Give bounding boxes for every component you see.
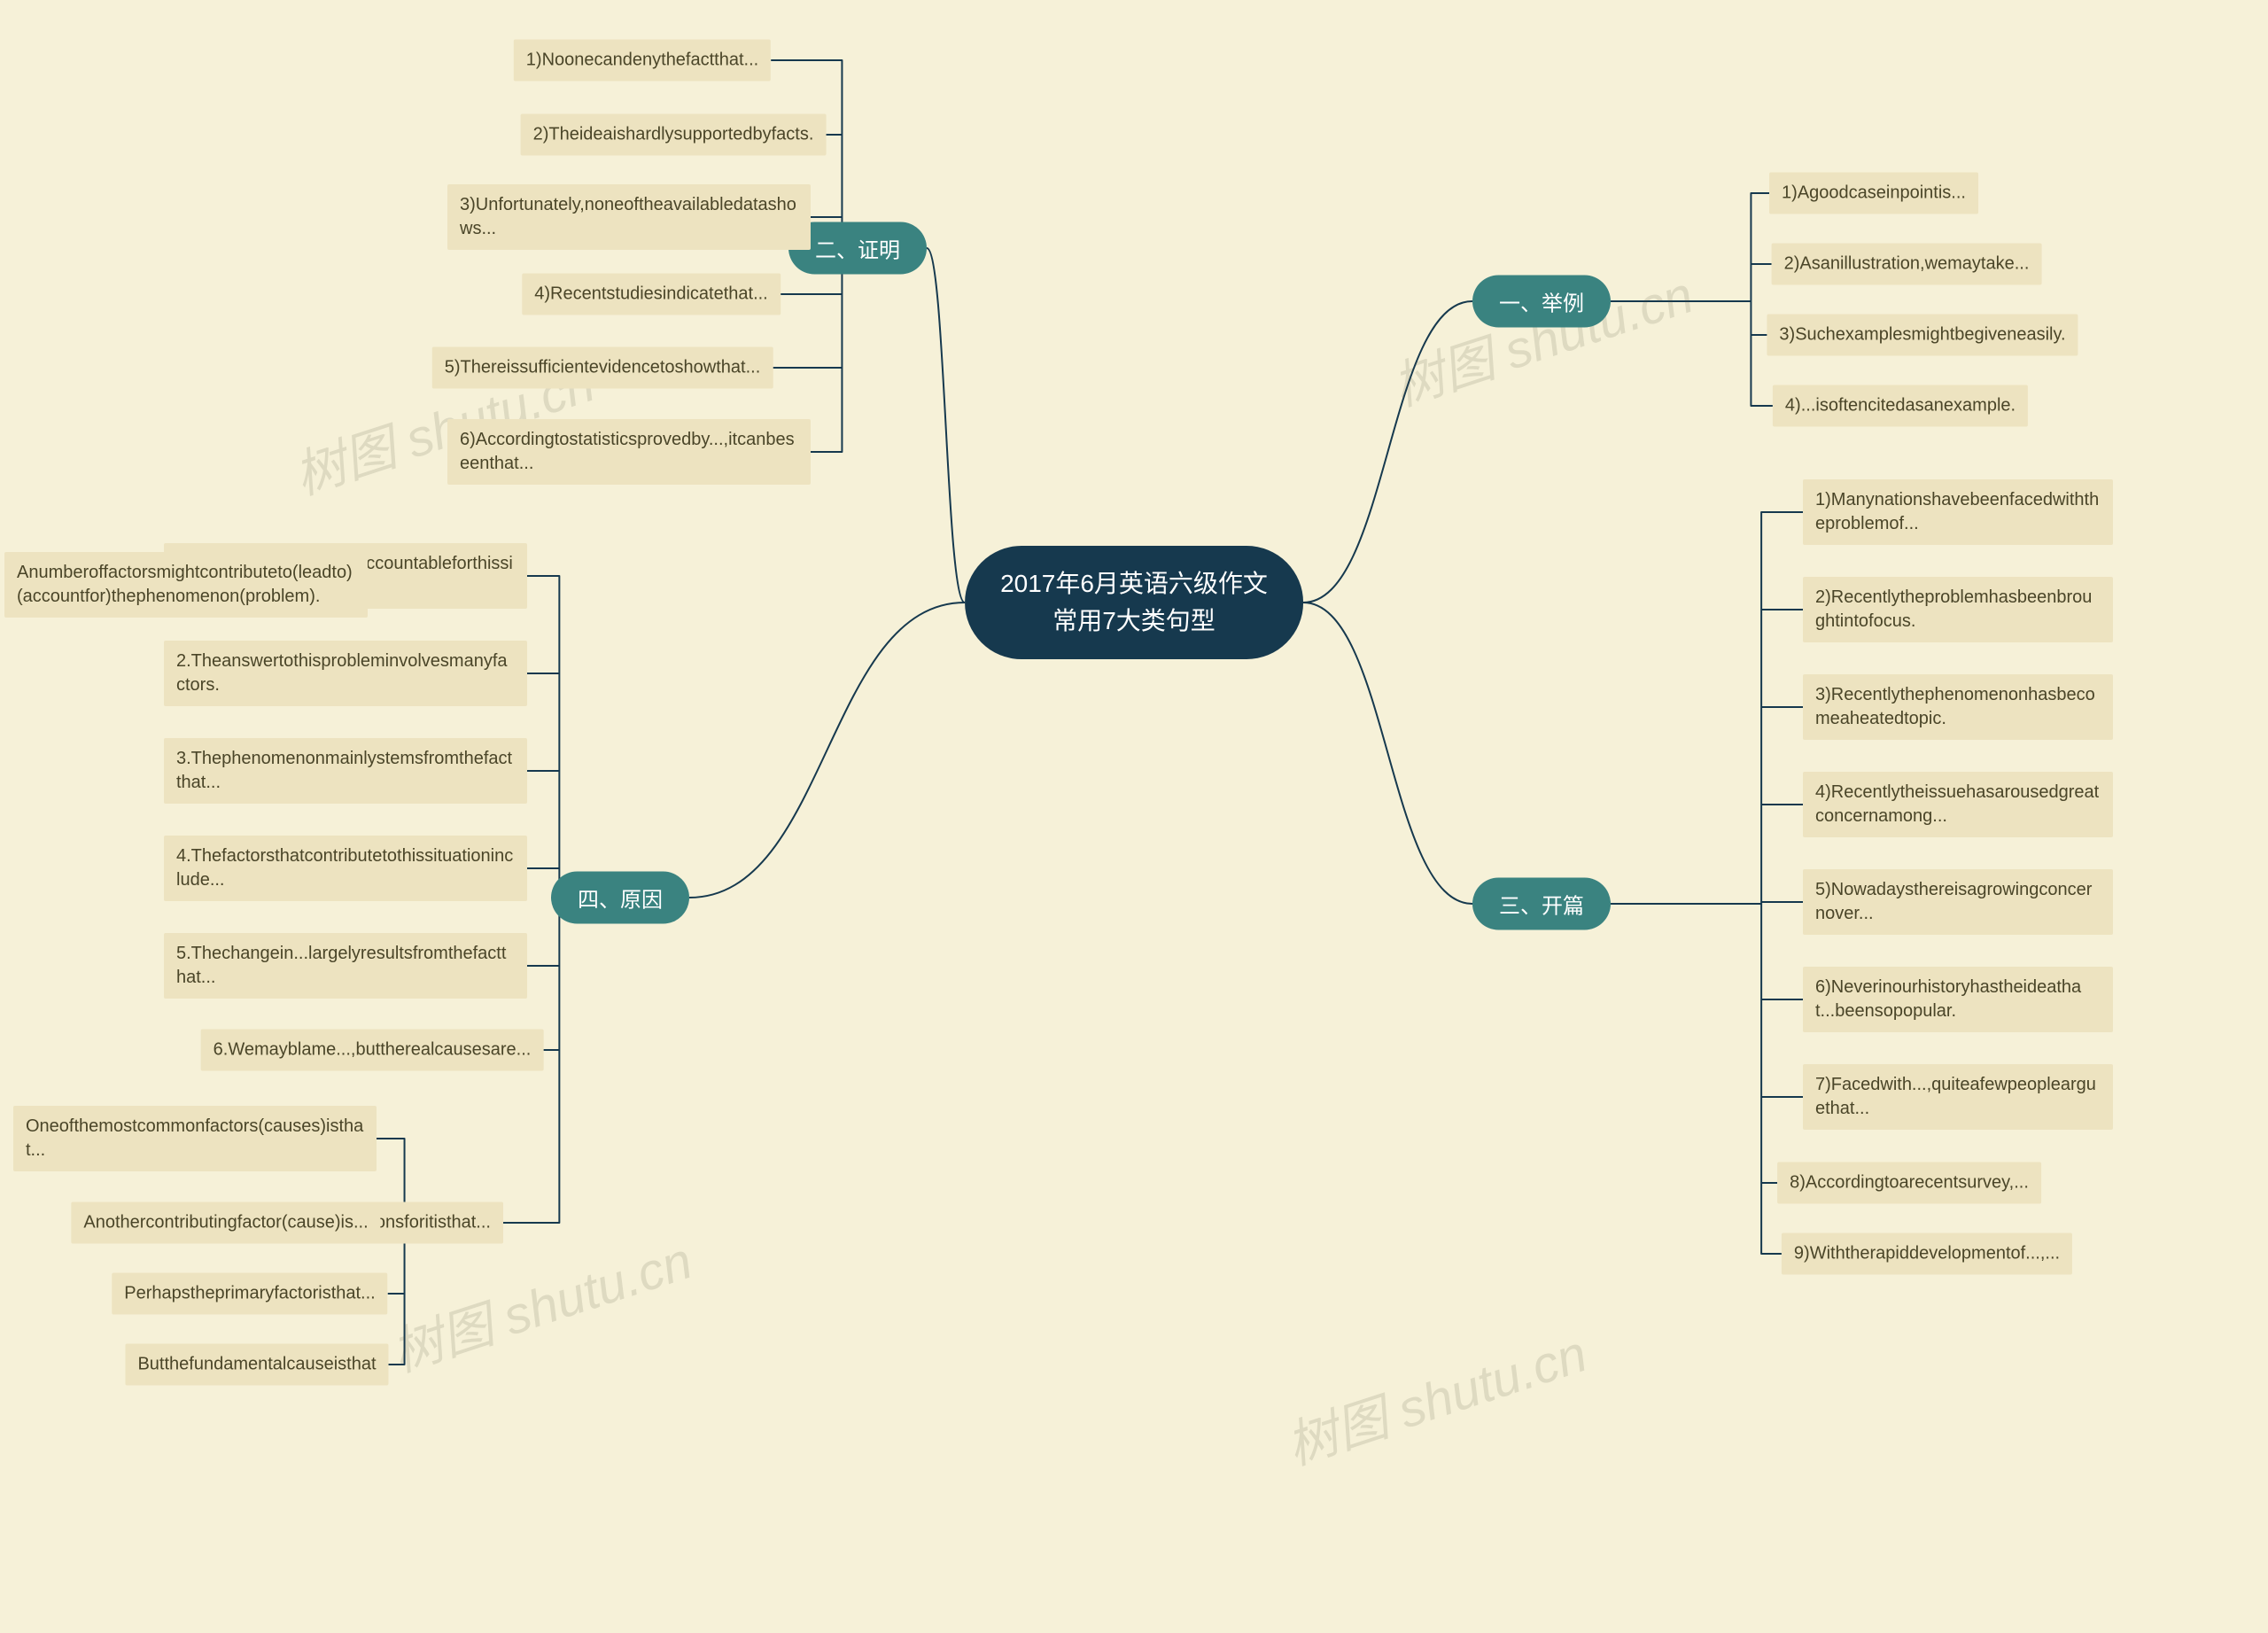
leaf-b3l5: 5)Nowadaysthereisagrowingconcernover... xyxy=(1803,869,2113,935)
leaf-b4l7s2: Anothercontributingfactor(cause)is... xyxy=(71,1202,380,1244)
leaf-b3l8: 8)Accordingtoarecentsurvey,... xyxy=(1777,1163,2041,1204)
leaf-b1l4: 4)...isoftencitedasanexample. xyxy=(1773,385,2028,427)
root-node: 2017年6月英语六级作文常用7大类句型 xyxy=(965,546,1303,659)
branch-b4: 四、原因 xyxy=(551,872,689,924)
leaf-b3l6: 6)Neverinourhistoryhastheideathat...been… xyxy=(1803,967,2113,1032)
leaf-b4l7s1: Oneofthemostcommonfactors(causes)isthat.… xyxy=(13,1106,377,1171)
leaf-b4l7s3: Perhapstheprimaryfactoristhat... xyxy=(112,1273,387,1315)
branch-b3: 三、开篇 xyxy=(1472,878,1611,930)
leaf-b1l2: 2)Asanillustration,wemaytake... xyxy=(1772,244,2042,285)
leaf-b3l4: 4)Recentlytheissuehasarousedgreatconcern… xyxy=(1803,772,2113,837)
leaf-b2l4: 4)Recentstudiesindicatethat... xyxy=(522,274,781,315)
leaf-b4l3: 3.Thephenomenonmainlystemsfromthefacttha… xyxy=(164,738,527,804)
leaf-b4l6: 6.Wemayblame...,buttherealcausesare... xyxy=(201,1030,544,1071)
mindmap-canvas: 树图 shutu.cn树图 shutu.cn树图 shutu.cn树图 shut… xyxy=(0,0,2268,1633)
leaf-b2l6: 6)Accordingtostatisticsprovedby...,itcan… xyxy=(447,419,811,485)
leaf-b4l4: 4.Thefactorsthatcontributetothissituatio… xyxy=(164,836,527,901)
leaf-b3l9: 9)Withtherapiddevelopmentof...,... xyxy=(1782,1233,2072,1275)
leaf-b1l1: 1)Agoodcaseinpointis... xyxy=(1769,173,1978,214)
leaf-b1l3: 3)Suchexamplesmightbegiveneasily. xyxy=(1767,315,2078,356)
leaf-b4l1s: Anumberoffactorsmightcontributeto(leadto… xyxy=(4,552,368,618)
leaf-b4l7s4: Butthefundamentalcauseisthat xyxy=(125,1344,388,1386)
branch-b1: 一、举例 xyxy=(1472,276,1611,328)
leaf-b3l2: 2)Recentlytheproblemhasbeenbroughtintofo… xyxy=(1803,577,2113,642)
leaf-b3l7: 7)Facedwith...,quiteafewpeoplearguethat.… xyxy=(1803,1064,2113,1130)
leaf-b4l2: 2.Theanswertothisprobleminvolvesmanyfact… xyxy=(164,641,527,706)
leaf-b3l3: 3)Recentlythephenomenonhasbecomeaheatedt… xyxy=(1803,674,2113,740)
leaf-b2l2: 2)Theideaishardlysupportedbyfacts. xyxy=(521,114,827,156)
leaf-b3l1: 1)Manynationshavebeenfacedwiththeproblem… xyxy=(1803,479,2113,545)
leaf-b2l5: 5)Thereissufficientevidencetoshowthat... xyxy=(432,347,773,389)
leaf-b4l5: 5.Thechangein...largelyresultsfromthefac… xyxy=(164,933,527,999)
leaf-b2l3: 3)Unfortunately,noneoftheavailabledatash… xyxy=(447,184,811,250)
leaf-b2l1: 1)Noonecandenythefactthat... xyxy=(514,40,771,82)
